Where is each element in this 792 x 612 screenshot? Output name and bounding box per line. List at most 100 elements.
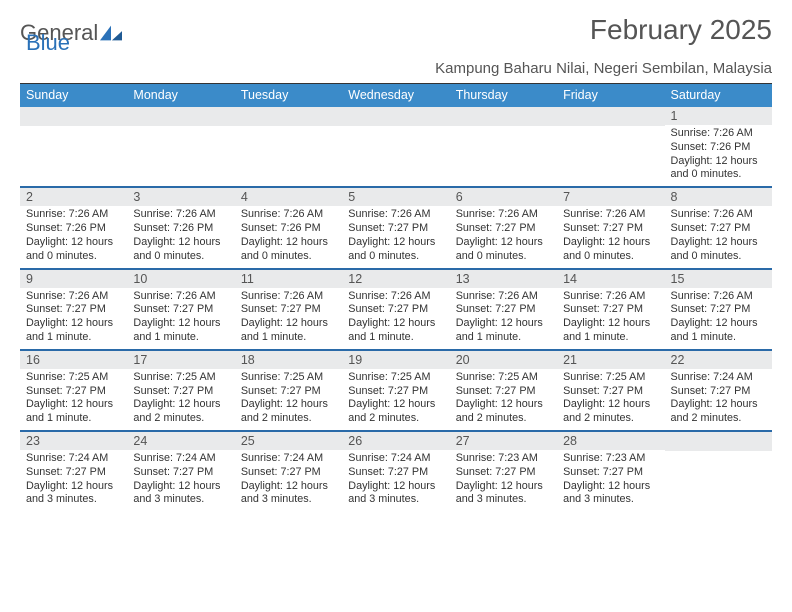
daylight-text: Daylight: 12 hours and 1 minute. [26, 317, 121, 345]
day-details: Sunrise: 7:24 AMSunset: 7:27 PMDaylight:… [127, 450, 234, 511]
sunrise-text: Sunrise: 7:26 AM [26, 290, 121, 304]
sunset-text: Sunset: 7:26 PM [241, 222, 336, 236]
day-number: 9 [20, 270, 127, 288]
sunset-text: Sunset: 7:27 PM [26, 385, 121, 399]
day-details: Sunrise: 7:23 AMSunset: 7:27 PMDaylight:… [450, 450, 557, 511]
day-number: 16 [20, 351, 127, 369]
day-details: Sunrise: 7:26 AMSunset: 7:27 PMDaylight:… [557, 288, 664, 349]
day-number: 13 [450, 270, 557, 288]
day-details: Sunrise: 7:26 AMSunset: 7:26 PMDaylight:… [235, 206, 342, 267]
day-number: 19 [342, 351, 449, 369]
day-header: Friday [557, 84, 664, 107]
day-number: 12 [342, 270, 449, 288]
daylight-text: Daylight: 12 hours and 2 minutes. [563, 398, 658, 426]
daylight-text: Daylight: 12 hours and 1 minute. [563, 317, 658, 345]
daylight-text: Daylight: 12 hours and 0 minutes. [563, 236, 658, 264]
day-cell: 23Sunrise: 7:24 AMSunset: 7:27 PMDayligh… [20, 432, 127, 511]
day-cell [127, 107, 234, 186]
daylight-text: Daylight: 12 hours and 1 minute. [671, 317, 766, 345]
day-number: 21 [557, 351, 664, 369]
sunrise-text: Sunrise: 7:25 AM [563, 371, 658, 385]
daylight-text: Daylight: 12 hours and 2 minutes. [348, 398, 443, 426]
day-cell: 22Sunrise: 7:24 AMSunset: 7:27 PMDayligh… [665, 351, 772, 430]
day-cell [557, 107, 664, 186]
daylight-text: Daylight: 12 hours and 0 minutes. [671, 155, 766, 183]
daylight-text: Daylight: 12 hours and 1 minute. [133, 317, 228, 345]
day-cell [665, 432, 772, 511]
sunrise-text: Sunrise: 7:26 AM [241, 208, 336, 222]
sunrise-text: Sunrise: 7:26 AM [348, 290, 443, 304]
sunset-text: Sunset: 7:27 PM [241, 303, 336, 317]
sunrise-text: Sunrise: 7:26 AM [348, 208, 443, 222]
sunset-text: Sunset: 7:27 PM [26, 466, 121, 480]
day-number: 1 [665, 107, 772, 125]
daylight-text: Daylight: 12 hours and 0 minutes. [241, 236, 336, 264]
sail-icon [100, 25, 122, 41]
day-number [20, 107, 127, 126]
day-details: Sunrise: 7:26 AMSunset: 7:27 PMDaylight:… [342, 206, 449, 267]
day-cell: 13Sunrise: 7:26 AMSunset: 7:27 PMDayligh… [450, 270, 557, 349]
day-cell: 4Sunrise: 7:26 AMSunset: 7:26 PMDaylight… [235, 188, 342, 267]
sunrise-text: Sunrise: 7:25 AM [133, 371, 228, 385]
day-header-row: Sunday Monday Tuesday Wednesday Thursday… [20, 84, 772, 107]
sunset-text: Sunset: 7:26 PM [671, 141, 766, 155]
day-number: 25 [235, 432, 342, 450]
day-details: Sunrise: 7:26 AMSunset: 7:27 PMDaylight:… [450, 288, 557, 349]
logo-text-blue: Blue [26, 30, 70, 55]
daylight-text: Daylight: 12 hours and 0 minutes. [348, 236, 443, 264]
sunrise-text: Sunrise: 7:26 AM [563, 208, 658, 222]
day-number: 4 [235, 188, 342, 206]
sunrise-text: Sunrise: 7:26 AM [563, 290, 658, 304]
day-cell: 21Sunrise: 7:25 AMSunset: 7:27 PMDayligh… [557, 351, 664, 430]
sunrise-text: Sunrise: 7:26 AM [133, 290, 228, 304]
calendar: Sunday Monday Tuesday Wednesday Thursday… [20, 83, 772, 511]
daylight-text: Daylight: 12 hours and 1 minute. [348, 317, 443, 345]
day-header: Wednesday [342, 84, 449, 107]
daylight-text: Daylight: 12 hours and 2 minutes. [671, 398, 766, 426]
daylight-text: Daylight: 12 hours and 0 minutes. [456, 236, 551, 264]
day-number: 28 [557, 432, 664, 450]
sunrise-text: Sunrise: 7:26 AM [26, 208, 121, 222]
day-cell: 5Sunrise: 7:26 AMSunset: 7:27 PMDaylight… [342, 188, 449, 267]
sunset-text: Sunset: 7:27 PM [671, 303, 766, 317]
week-row: 2Sunrise: 7:26 AMSunset: 7:26 PMDaylight… [20, 186, 772, 267]
sunrise-text: Sunrise: 7:26 AM [671, 208, 766, 222]
day-number [450, 107, 557, 126]
day-number: 14 [557, 270, 664, 288]
day-cell: 27Sunrise: 7:23 AMSunset: 7:27 PMDayligh… [450, 432, 557, 511]
sunset-text: Sunset: 7:27 PM [563, 222, 658, 236]
day-number: 5 [342, 188, 449, 206]
day-cell: 16Sunrise: 7:25 AMSunset: 7:27 PMDayligh… [20, 351, 127, 430]
day-number: 23 [20, 432, 127, 450]
sunrise-text: Sunrise: 7:25 AM [456, 371, 551, 385]
day-details: Sunrise: 7:25 AMSunset: 7:27 PMDaylight:… [127, 369, 234, 430]
sunrise-text: Sunrise: 7:24 AM [26, 452, 121, 466]
location-label: Kampung Baharu Nilai, Negeri Sembilan, M… [20, 60, 772, 77]
day-header: Monday [127, 84, 234, 107]
day-details: Sunrise: 7:26 AMSunset: 7:26 PMDaylight:… [665, 125, 772, 186]
sunset-text: Sunset: 7:27 PM [456, 385, 551, 399]
day-cell: 26Sunrise: 7:24 AMSunset: 7:27 PMDayligh… [342, 432, 449, 511]
sunrise-text: Sunrise: 7:26 AM [456, 208, 551, 222]
sunrise-text: Sunrise: 7:25 AM [26, 371, 121, 385]
day-number [342, 107, 449, 126]
day-details: Sunrise: 7:26 AMSunset: 7:27 PMDaylight:… [557, 206, 664, 267]
sunset-text: Sunset: 7:27 PM [671, 222, 766, 236]
day-header: Tuesday [235, 84, 342, 107]
day-cell: 18Sunrise: 7:25 AMSunset: 7:27 PMDayligh… [235, 351, 342, 430]
sunrise-text: Sunrise: 7:26 AM [241, 290, 336, 304]
day-details: Sunrise: 7:26 AMSunset: 7:27 PMDaylight:… [235, 288, 342, 349]
day-number: 15 [665, 270, 772, 288]
day-number: 11 [235, 270, 342, 288]
day-header: Thursday [450, 84, 557, 107]
sunset-text: Sunset: 7:27 PM [133, 385, 228, 399]
week-row: 1Sunrise: 7:26 AMSunset: 7:26 PMDaylight… [20, 107, 772, 186]
daylight-text: Daylight: 12 hours and 0 minutes. [671, 236, 766, 264]
page-title: February 2025 [590, 14, 772, 46]
day-cell: 19Sunrise: 7:25 AMSunset: 7:27 PMDayligh… [342, 351, 449, 430]
sunrise-text: Sunrise: 7:24 AM [133, 452, 228, 466]
day-cell: 15Sunrise: 7:26 AMSunset: 7:27 PMDayligh… [665, 270, 772, 349]
week-row: 23Sunrise: 7:24 AMSunset: 7:27 PMDayligh… [20, 430, 772, 511]
day-cell: 25Sunrise: 7:24 AMSunset: 7:27 PMDayligh… [235, 432, 342, 511]
day-cell: 2Sunrise: 7:26 AMSunset: 7:26 PMDaylight… [20, 188, 127, 267]
